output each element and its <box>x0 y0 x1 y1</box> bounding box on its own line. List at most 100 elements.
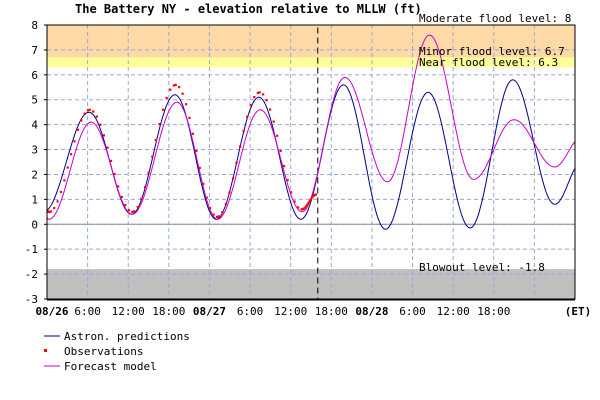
y-tick-label: 7 <box>31 44 38 57</box>
observation-point <box>249 104 252 107</box>
observation-point <box>283 164 286 168</box>
near-flood-label: Near flood level: 6.3 <box>419 56 558 69</box>
observation-point <box>154 139 157 142</box>
series-clip-group <box>43 34 575 230</box>
minor-flood-label: Minor flood level: 6.7 <box>419 45 565 58</box>
y-tick-label: 6 <box>31 69 38 82</box>
observation-point <box>174 83 177 86</box>
observation-point <box>309 197 313 201</box>
observation-point <box>43 208 45 210</box>
y-tick-label: -2 <box>25 268 38 281</box>
observation-point <box>195 149 198 152</box>
observation-point <box>217 215 220 218</box>
y-tick-label: 3 <box>31 144 38 157</box>
legend-label: Forecast model <box>64 360 157 373</box>
y-tick-label: 2 <box>31 168 38 181</box>
observation-point <box>80 119 83 122</box>
observation-point <box>262 93 265 96</box>
observation-point <box>70 153 73 156</box>
observation-point <box>231 177 235 180</box>
x-tick-label: 6:00 <box>74 305 101 318</box>
observation-point <box>246 115 249 118</box>
observation-point <box>302 207 305 210</box>
observation-point <box>172 84 176 87</box>
y-tick-label: -3 <box>25 293 38 306</box>
observation-point <box>293 200 296 203</box>
observation-point <box>63 179 66 182</box>
observation-point <box>215 215 219 218</box>
observation-point <box>99 123 102 126</box>
observation-point <box>158 122 161 126</box>
legend-label: Observations <box>64 345 143 358</box>
observation-point <box>290 191 293 194</box>
tick-labels: -3 -2 -1 0 1 2 3 4 5 6 7 8 08/26 6:00 12:00 18:00 08/27 6… <box>25 19 592 318</box>
observation-point <box>224 202 227 206</box>
observation-point <box>151 155 154 158</box>
observation-point <box>258 91 261 94</box>
observation-point <box>212 213 215 216</box>
observation-point <box>73 140 76 143</box>
observation-point <box>127 209 130 212</box>
observation-point <box>313 193 316 197</box>
observation-point <box>286 179 289 182</box>
observation-point <box>181 92 184 95</box>
y-tick-label: 1 <box>31 193 38 206</box>
x-tick-label: 18:00 <box>152 305 185 318</box>
observation-point <box>117 185 120 188</box>
timezone-label: (ET) <box>565 305 592 318</box>
observation-point <box>56 200 59 203</box>
observation-point <box>44 208 46 210</box>
grid-lines <box>47 25 575 299</box>
x-tick-label: 12:00 <box>274 305 307 318</box>
observation-point <box>120 195 123 199</box>
observation-point <box>92 110 95 113</box>
plot-frame <box>46 24 576 300</box>
observation-point <box>43 208 45 210</box>
legend: Astron. predictions Observations Forecast … <box>44 330 190 373</box>
observation-point <box>314 193 317 196</box>
y-tick-label: -1 <box>25 243 38 256</box>
minor-flood-band <box>47 57 575 68</box>
x-tick-label: 08/28 <box>355 305 388 318</box>
chart-title: The Battery NY - elevation relative to M… <box>75 2 422 16</box>
observation-point <box>161 108 165 111</box>
series-layer <box>43 34 575 230</box>
x-tick-label: 12:00 <box>437 305 470 318</box>
observation-point <box>256 91 259 94</box>
observation-point <box>83 112 86 115</box>
observation-point <box>276 134 279 137</box>
observation-point <box>312 194 315 198</box>
x-tick-label: 12:00 <box>112 305 145 318</box>
observation-point <box>136 205 139 209</box>
forecast-model-line <box>47 34 575 220</box>
observation-point <box>184 103 188 106</box>
observation-point <box>49 210 52 213</box>
observation-point <box>113 172 116 176</box>
x-tick-label: 6:00 <box>399 305 426 318</box>
observation-point <box>48 210 51 214</box>
observation-point <box>169 88 172 91</box>
observation-point <box>303 206 306 209</box>
x-tick-label: 18:00 <box>477 305 510 318</box>
y-tick-label: 5 <box>31 94 38 107</box>
observation-point <box>59 190 63 194</box>
observation-point <box>53 206 56 210</box>
x-tick-label: 08/26 <box>35 305 68 318</box>
observation-point <box>228 191 231 194</box>
legend-item: Forecast model <box>44 360 157 373</box>
observation-point <box>188 116 191 119</box>
observation-point <box>308 199 311 203</box>
observation-point <box>239 145 242 148</box>
y-tick-label: 4 <box>31 119 38 132</box>
observation-point <box>143 185 147 189</box>
observation-point <box>95 115 98 118</box>
x-tick-label: 08/27 <box>193 305 226 318</box>
observation-point <box>301 208 304 211</box>
x-tick-label: 18:00 <box>315 305 348 318</box>
observation-point <box>269 108 272 111</box>
legend-item: Observations <box>44 345 143 358</box>
moderate-flood-band <box>47 25 575 58</box>
observation-point <box>265 99 268 102</box>
observation-point <box>235 161 238 164</box>
